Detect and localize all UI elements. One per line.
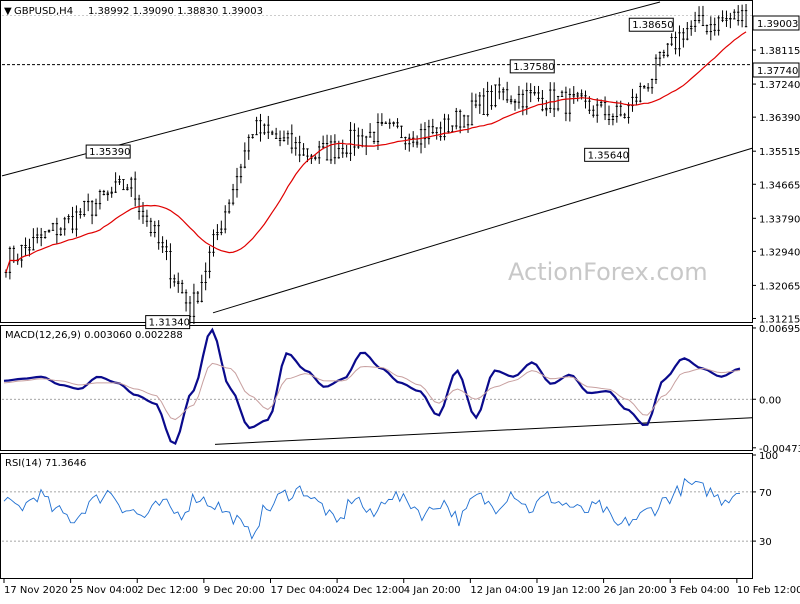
- watermark: ActionForex.com: [508, 258, 708, 286]
- level-box-bg: [752, 62, 800, 78]
- time-tick-label: 4 Jan 20:00: [404, 585, 461, 596]
- rsi-panel-frame: [0, 453, 753, 579]
- time-tick-label: 3 Feb 04:00: [670, 585, 729, 596]
- macd-trendline: [214, 417, 753, 445]
- macd-main-line: [3, 327, 741, 446]
- chart-symbol: GBPUSD,H4: [14, 6, 73, 17]
- time-tick-label: 12 Jan 04:00: [470, 585, 533, 596]
- time-tick-label: 9 Dec 20:00: [204, 585, 265, 596]
- macd-signal-line: [3, 362, 741, 421]
- price-box: 1.39003: [757, 19, 798, 30]
- annotation-box: [584, 147, 630, 162]
- annotation-label: 1.37580: [513, 62, 554, 73]
- macd-tick-label: 0.006956: [759, 324, 800, 335]
- price-tick-label: 1.36390: [759, 113, 800, 124]
- macd-tick-label: -0.004736: [759, 444, 800, 455]
- price-tick-label: 1.34665: [759, 180, 800, 191]
- macd-title: MACD(12,26,9) 0.003060 0.002288: [5, 330, 183, 341]
- time-axis: 17 Nov 2020 25 Nov 04:00 2 Dec 12:00 9 Dec …: [3, 579, 800, 596]
- annotation-box: [145, 315, 191, 330]
- price-tick-label: 1.37240: [759, 80, 800, 91]
- annotation-label: 1.31340: [149, 318, 190, 329]
- annotation-label: 1.35640: [588, 150, 629, 161]
- price-annotations: 1.35390 1.31340 1.37580 1.35640 1.38650: [85, 17, 674, 330]
- annotation-box: [509, 59, 555, 74]
- chart-ohlc: 1.38992 1.39090 1.38830 1.39003: [88, 6, 263, 17]
- price-tick-label: 1.33790: [759, 214, 800, 225]
- time-tick-label: 17 Nov 2020: [4, 585, 68, 596]
- price-tick-label: 1.32065: [759, 281, 800, 292]
- price-tick-label: 1.31215: [759, 314, 800, 325]
- rsi-tick-label: 30: [759, 537, 772, 548]
- rsi-tick-label: 100: [759, 451, 778, 462]
- macd-axis: 0.006956 0.00 -0.004736: [752, 324, 800, 455]
- time-tick-label: 24 Dec 12:00: [337, 585, 404, 596]
- price-box-bg: [752, 15, 800, 31]
- chart-title-icon: ▼: [4, 6, 12, 17]
- price-tick-label: 1.38115: [759, 46, 800, 57]
- time-tick-label: 10 Feb 12:00: [737, 585, 800, 596]
- time-tick-label: 19 Jan 12:00: [537, 585, 600, 596]
- rsi-line: [3, 477, 741, 540]
- annotation-box: [628, 17, 674, 32]
- level-box: 1.37740: [757, 66, 798, 77]
- rsi-title: RSI(14) 71.3646: [5, 458, 86, 469]
- rsi-tick-label: 70: [759, 488, 772, 499]
- price-tick-label: 1.32940: [759, 247, 800, 258]
- time-tick-label: 26 Jan 20:00: [604, 585, 667, 596]
- macd-drawing: [2, 327, 753, 446]
- rsi-axis: 100 70 30: [752, 451, 778, 548]
- macd-tick-label: 0.00: [759, 395, 781, 406]
- macd-panel-frame: [0, 325, 753, 451]
- price-axis: 1.38115 1.37240 1.36390 1.35515 1.34665 1.337…: [752, 46, 800, 325]
- rsi-drawing: [2, 477, 752, 542]
- annotation-label: 1.35390: [89, 147, 130, 158]
- time-tick-label: 2 Dec 12:00: [137, 585, 198, 596]
- annotation-label: 1.38650: [632, 20, 673, 31]
- time-tick-label: 17 Dec 04:00: [270, 585, 337, 596]
- price-tick-label: 1.35515: [759, 147, 800, 158]
- channel-lower-line: [212, 147, 753, 314]
- time-tick-label: 25 Nov 04:00: [71, 585, 138, 596]
- annotation-box: [85, 144, 131, 159]
- price-panel-frame: [0, 0, 753, 323]
- moving-average-line: [5, 31, 747, 273]
